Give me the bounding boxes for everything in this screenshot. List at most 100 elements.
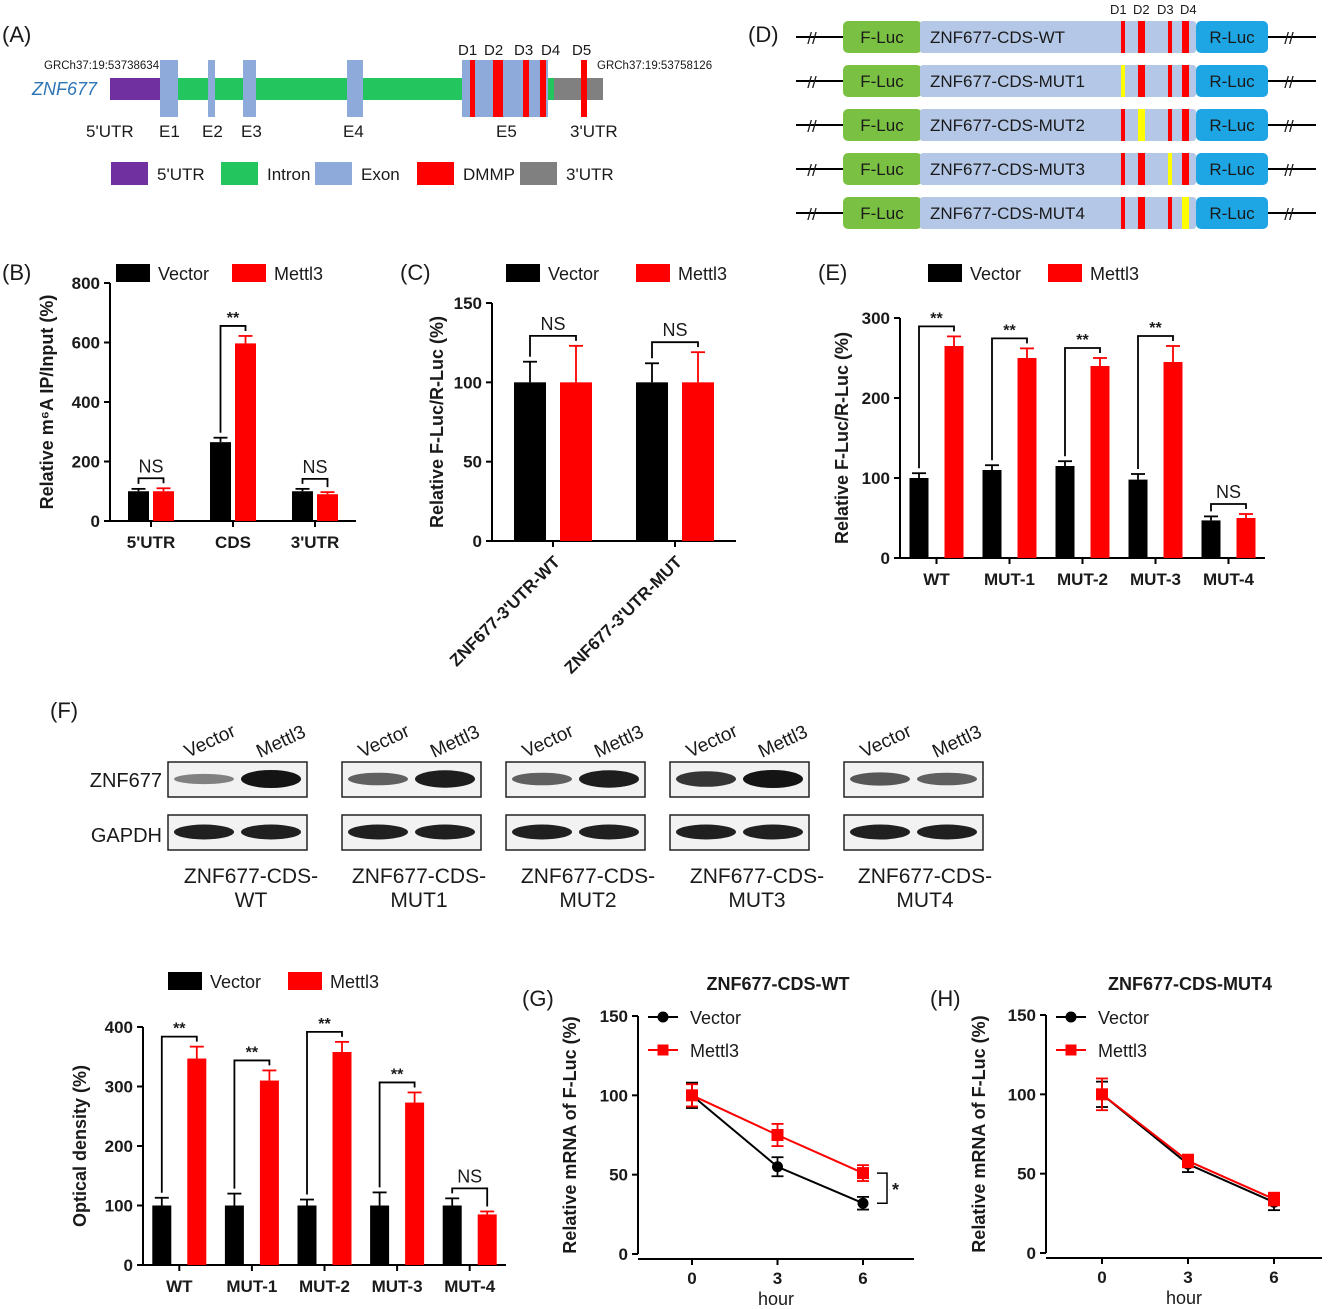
- bar-b-0-0: [128, 491, 149, 521]
- significance-label-b-2: NS: [302, 457, 327, 477]
- construct-site-0-1: [1138, 21, 1145, 53]
- bar-e-1-1: [1017, 358, 1037, 558]
- significance-label-f-2: **: [318, 1016, 331, 1033]
- y-tick-label-b-3: 600: [72, 334, 100, 353]
- start-coordinate: GRCh37:19:53738634: [44, 60, 160, 72]
- y-tick-label-h-0: 0: [1027, 1244, 1036, 1263]
- region-label-4: E4: [343, 122, 364, 141]
- legend-swatch-f-1: [288, 972, 322, 990]
- point-h-1-2: [1268, 1193, 1280, 1206]
- site-label-d2: D2: [484, 42, 503, 59]
- chart-title-g: ZNF677-CDS-WT: [707, 974, 850, 994]
- bar-b-2-0: [292, 491, 313, 521]
- legend-marker-h-0: [1065, 1011, 1077, 1023]
- cds-box-2: [920, 109, 1196, 141]
- bar-e-2-0: [1055, 466, 1075, 558]
- legend-label-h-1: Mettl3: [1098, 1041, 1147, 1061]
- band-znf677-2-0: [512, 772, 572, 786]
- significance-label-b-1: **: [227, 310, 240, 327]
- bar-c-0-1: [560, 382, 592, 541]
- significance-bracket-e-0: [918, 325, 955, 469]
- rluc-box-1: [1196, 65, 1268, 97]
- x-tick-label-e-2: MUT-2: [1057, 570, 1108, 589]
- blot-lane-mettl3-4: Mettl3: [929, 722, 985, 763]
- break-symbol-right-1: //: [1284, 73, 1294, 92]
- band-znf677-1-1: [415, 770, 475, 788]
- significance-label-f-3: **: [391, 1066, 404, 1083]
- significance-bracket-e-2: [1064, 347, 1101, 457]
- bar-f-3-1: [405, 1102, 425, 1265]
- fluc-label-0: F-Luc: [860, 28, 904, 47]
- exon-3: [243, 60, 256, 117]
- region-label-0: 5'UTR: [86, 122, 134, 141]
- y-tick-label-b-0: 0: [91, 512, 100, 531]
- site-label-d3: D3: [514, 42, 533, 59]
- rluc-label-0: R-Luc: [1209, 28, 1255, 47]
- break-symbol-right-2: //: [1284, 117, 1294, 136]
- y-axis-label-b: Relative m⁶A IP/Input (%): [37, 295, 57, 510]
- region-label-3: E3: [241, 122, 262, 141]
- blot-caption-mut1: ZNF677-CDS- MUT1: [351, 865, 487, 912]
- bar-f-4-0: [442, 1205, 462, 1265]
- fluc-box-1: [843, 65, 922, 97]
- break-symbol-right-0: //: [1284, 29, 1294, 48]
- band-znf677-4-1: [917, 772, 977, 786]
- exon-4: [347, 60, 363, 117]
- utr3-segment: [554, 78, 603, 100]
- rluc-label-2: R-Luc: [1209, 116, 1255, 135]
- x-tick-label-g-2: 6: [858, 1269, 867, 1288]
- significance-label-e-0: **: [930, 310, 943, 327]
- construct-site-1-3: [1182, 65, 1189, 97]
- significance-bracket-e-4: [1210, 503, 1247, 512]
- construct-site-1-1: [1138, 65, 1145, 97]
- y-tick-label-g-3: 150: [600, 1007, 628, 1026]
- construct-site-2-0: [1121, 109, 1125, 141]
- legend-label-2: Exon: [361, 165, 400, 184]
- significance-bracket-c-1: [651, 341, 699, 359]
- y-tick-label-b-2: 400: [72, 393, 100, 412]
- y-axis-label-f: Optical density (%): [70, 1065, 90, 1227]
- panel-label-d: (D): [748, 22, 779, 47]
- significance-label-e-4: NS: [1216, 482, 1241, 502]
- legend-label-f-0: Vector: [210, 972, 261, 992]
- construct-name-2: ZNF677-CDS-MUT2: [930, 116, 1085, 135]
- construct-name-1: ZNF677-CDS-MUT1: [930, 72, 1085, 91]
- cds-box-0: [920, 21, 1196, 53]
- fluc-box-0: [843, 21, 922, 53]
- panel-label-c: (C): [400, 260, 431, 285]
- y-tick-label-f-4: 400: [105, 1018, 133, 1037]
- construct-site-1-2: [1168, 65, 1172, 97]
- x-tick-label-f-0: WT: [166, 1277, 193, 1296]
- legend-swatch-2: [315, 162, 352, 185]
- construct-name-0: ZNF677-CDS-WT: [930, 28, 1065, 47]
- exon-1: [160, 60, 178, 117]
- significance-label-g: *: [892, 1180, 899, 1200]
- bar-b-1-1: [235, 343, 256, 521]
- bar-e-3-1: [1163, 362, 1183, 558]
- legend-swatch-4: [520, 162, 557, 185]
- fluc-box-2: [843, 109, 922, 141]
- bar-e-4-1: [1236, 518, 1256, 558]
- legend-label-b-0: Vector: [158, 264, 209, 284]
- legend-label-g-1: Mettl3: [690, 1041, 739, 1061]
- y-tick-label-e-1: 100: [862, 469, 890, 488]
- region-label-1: E1: [159, 122, 180, 141]
- x-tick-label-h-2: 6: [1269, 1268, 1278, 1287]
- series-line-h-1: [1101, 1093, 1275, 1200]
- construct-site-label-d1: D1: [1110, 2, 1127, 17]
- point-h-1-0: [1096, 1088, 1108, 1101]
- y-tick-label-f-3: 300: [105, 1078, 133, 1097]
- bar-f-0-1: [187, 1058, 207, 1265]
- chart-title-h: ZNF677-CDS-MUT4: [1108, 974, 1272, 994]
- legend-marker-h-1: [1065, 1044, 1077, 1056]
- y-axis-label-c: Relative F-Luc/R-Luc (%): [427, 316, 447, 528]
- x-tick-label-e-4: MUT-4: [1203, 570, 1255, 589]
- x-tick-label-g-0: 0: [687, 1269, 696, 1288]
- bar-f-2-0: [297, 1205, 317, 1265]
- x-axis-label-h: hour: [1166, 1288, 1202, 1308]
- x-tick-label-g-1: 3: [773, 1269, 782, 1288]
- construct-site-4-3: [1182, 197, 1189, 229]
- legend-label-c-0: Vector: [548, 264, 599, 284]
- bar-f-1-1: [259, 1080, 279, 1265]
